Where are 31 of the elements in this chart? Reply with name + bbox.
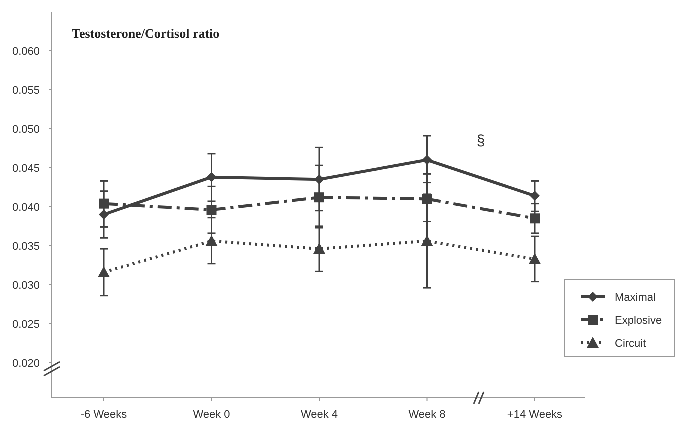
point — [99, 198, 109, 209]
y-tick-label: 0.050 — [12, 124, 40, 136]
point — [206, 172, 217, 182]
y-tick-label: 0.025 — [12, 318, 40, 331]
legend-label: Maximal — [615, 292, 656, 304]
y-tick-label: 0.035 — [12, 240, 40, 253]
text: Testosterone/Cortisol ratio — [72, 26, 220, 41]
y-tick-label: 0.020 — [12, 358, 40, 370]
point — [530, 191, 540, 202]
x-tick-label: Week 0 — [193, 409, 230, 421]
y-tick-label: 0.030 — [12, 280, 40, 292]
point — [206, 205, 217, 216]
y-tick-label: 0.040 — [12, 202, 40, 214]
x-tick-label: Week 8 — [408, 409, 446, 421]
point — [314, 243, 326, 254]
point — [206, 235, 218, 246]
y-tick-label: 0.045 — [12, 162, 40, 175]
point — [314, 192, 324, 203]
point — [98, 266, 110, 278]
legend-label: Explosive — [615, 314, 662, 327]
point — [422, 155, 432, 166]
y-tick-label: 0.055 — [12, 84, 40, 97]
point — [529, 253, 541, 264]
annotation: § — [476, 132, 486, 150]
x-tick-label: Week 4 — [300, 409, 338, 421]
point — [421, 235, 434, 246]
x-tick-label: +14 Weeks — [507, 409, 564, 421]
x-tick-label: -6 Weeks — [80, 409, 128, 421]
legend-label: Circuit — [615, 338, 646, 350]
y-tick-label: 0.060 — [12, 46, 40, 58]
point — [530, 214, 540, 224]
